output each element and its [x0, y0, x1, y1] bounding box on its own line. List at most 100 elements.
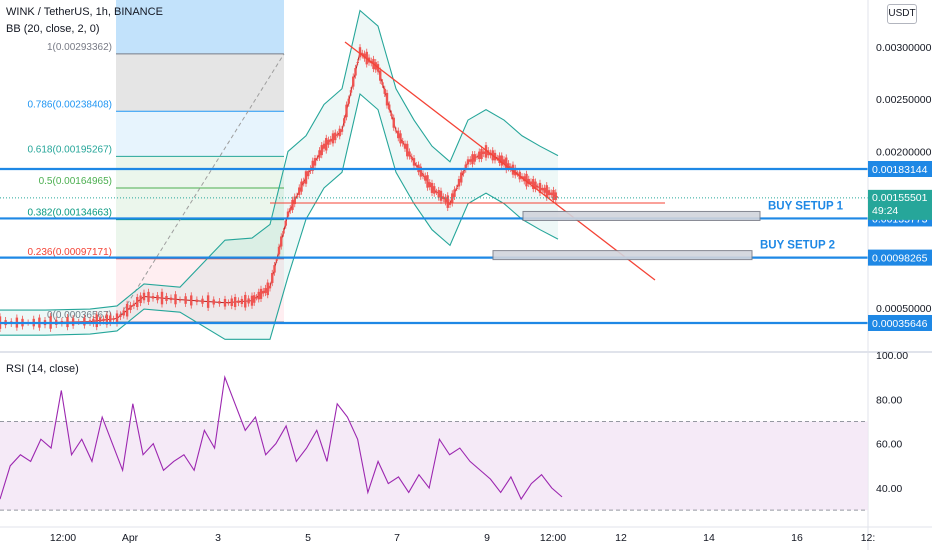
rsi-tick-label: 100.00: [876, 350, 908, 362]
candle-body: [160, 291, 164, 305]
candle-body: [433, 186, 436, 194]
candle-body: [102, 318, 105, 322]
candle-body: [397, 130, 400, 139]
candle-body: [412, 158, 416, 166]
candle-body: [358, 47, 362, 58]
candle-body: [453, 189, 456, 197]
candle-body: [424, 175, 427, 181]
candle-body: [532, 179, 535, 190]
candle-body: [349, 90, 353, 93]
candle-body: [255, 297, 258, 299]
candle-body: [451, 193, 454, 204]
candle-body: [151, 296, 155, 299]
resistance-trendline[interactable]: [344, 41, 656, 281]
candle-body: [437, 190, 440, 198]
candle-body: [507, 163, 510, 169]
candle-body: [444, 197, 447, 203]
price-tick-label: 0.00050000: [876, 303, 932, 315]
candle-body: [125, 303, 129, 317]
price-level-tag: [868, 249, 932, 266]
candle-body: [480, 148, 483, 160]
candle-body: [178, 299, 182, 301]
candle-body: [300, 181, 303, 192]
candle-body: [448, 202, 452, 205]
candle-body: [410, 156, 413, 160]
candle-body: [329, 139, 332, 142]
rsi-line[interactable]: [0, 374, 563, 501]
candle-body: [356, 62, 359, 64]
candle-body: [347, 98, 350, 104]
candle-body: [95, 314, 98, 328]
candle-body: [469, 159, 472, 162]
candle-body: [466, 159, 470, 165]
candle-body: [399, 133, 402, 144]
candle-body: [439, 190, 443, 201]
candle-body: [174, 294, 177, 305]
price-level-tag-text: 0.00035646: [872, 318, 928, 330]
candle-body: [268, 285, 272, 289]
price-tick-label: 0.00250000: [876, 94, 932, 106]
date-range-highlight: [116, 0, 284, 54]
candle-body: [406, 143, 409, 157]
candle-body: [136, 296, 139, 308]
candle-body: [381, 82, 384, 85]
candle-body: [311, 160, 314, 171]
candle-body: [552, 189, 555, 200]
time-tick-label: 5: [305, 532, 311, 544]
candle-body: [275, 259, 278, 261]
time-tick-label: 12:00: [540, 532, 566, 544]
candle-body: [442, 196, 445, 199]
candle-body: [316, 157, 319, 159]
fib-level-label: 0.618(0.00195267): [27, 144, 112, 155]
candle-body: [408, 151, 411, 157]
candle-body: [313, 158, 317, 166]
candle-body: [293, 196, 296, 205]
candle-body: [212, 299, 215, 305]
candle-body: [363, 53, 366, 59]
bb-indicator-label[interactable]: BB (20, close, 2, 0): [6, 23, 100, 35]
candle-body: [129, 304, 132, 310]
candle-body: [132, 303, 136, 306]
candle-body: [392, 117, 395, 128]
candle-body: [307, 171, 310, 177]
candle-body: [505, 157, 508, 171]
candle-body: [529, 181, 533, 184]
candle-body: [284, 220, 287, 226]
candle-body: [403, 143, 407, 149]
candle-body: [277, 246, 281, 255]
candle-body: [165, 295, 168, 301]
candle-body: [462, 171, 465, 174]
candle-body: [534, 181, 537, 190]
candle-body: [385, 92, 389, 106]
candle-body: [415, 165, 418, 167]
candle-body: [379, 70, 382, 81]
candle-body: [460, 172, 463, 183]
fib-zone: [116, 53, 284, 112]
time-tick-label: 16: [791, 532, 803, 544]
time-tick-label: 9: [484, 532, 490, 544]
fib-zone: [116, 111, 284, 157]
date-range-highlight-overlay: [116, 0, 284, 54]
setup-zone-box[interactable]: [492, 250, 753, 261]
candle-body: [169, 297, 173, 301]
candle-body: [112, 318, 115, 320]
candle-body: [262, 290, 265, 294]
fib-trend-line[interactable]: [115, 53, 285, 323]
rsi-indicator-label[interactable]: RSI (14, close): [6, 363, 79, 375]
candle-body: [554, 192, 557, 200]
candle-body: [455, 187, 458, 189]
price-level-tag-text: 0.00183144: [872, 164, 928, 176]
candle-body: [334, 132, 337, 141]
candle-body: [190, 295, 193, 306]
current-price-text: 0.00155501: [872, 192, 928, 204]
candle-body: [473, 154, 476, 162]
candle-body: [547, 190, 551, 196]
candle-body: [340, 129, 344, 132]
candle-body: [388, 104, 391, 110]
candle-body: [538, 182, 542, 193]
currency-button[interactable]: USDT: [887, 4, 917, 24]
setup-zone-box[interactable]: [522, 210, 761, 221]
candle-body: [394, 130, 398, 132]
fib-level-label: 0.786(0.00238408): [27, 99, 112, 110]
